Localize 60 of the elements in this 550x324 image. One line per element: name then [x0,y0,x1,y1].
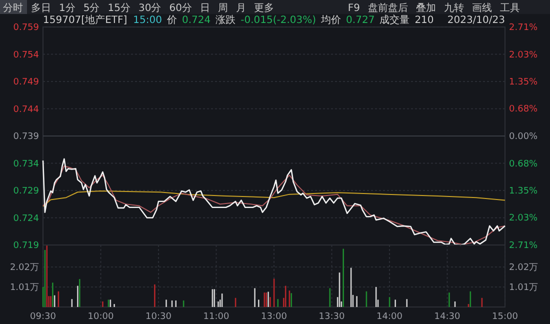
text: 0.724 [182,15,211,26]
x-tick-label: 13:30 [318,312,345,322]
text: 日 [200,3,210,14]
chart-title: 159707[地产ETF] [43,14,128,26]
y2-tick-label: 0.68% [509,104,538,115]
y-tick-label: 0.734 [13,159,40,170]
y2-tick-label: 0.00% [509,132,538,142]
text: 15:00 [133,15,162,26]
x-tick-label: 10:30 [146,312,172,322]
x-tick-label: 15:00 [492,312,518,322]
text: 画线 [472,2,492,14]
y2-tick-label: 2.71% [509,23,538,33]
text: 周 [218,3,228,14]
y-tick-label: 0.754 [13,50,40,60]
text: 叠加 [416,2,436,14]
text: 210 [414,15,434,26]
y2-tick-label: 2.03% [509,214,538,224]
y-tick-label: 2.02万 [10,262,39,273]
text: -0.015(-2.03%) [240,15,316,26]
text: F9 [348,3,360,14]
text: 价 [166,14,177,26]
text: 5分 [83,2,100,14]
y-tick-label: 0.724 [13,214,40,224]
x-tick-label: 11:00 [203,312,230,322]
x-tick-label: 10:00 [88,312,114,322]
x-tick-label: 13:00 [261,312,288,322]
text: 月 [236,3,246,14]
y-tick-label: 0.744 [13,104,40,115]
text: 成交量 [380,14,410,26]
text: 盘前盘后 [368,2,408,14]
line-series [42,190,506,207]
text: 60分 [169,2,192,14]
text: 工具 [500,3,520,14]
y2-tick-label: 2.71% [509,241,538,251]
x-tick-label: 14:30 [434,312,460,322]
text: 2023/10/23 [447,15,505,26]
x-tick-label: 14:00 [376,312,403,322]
text: 多日 [31,2,51,14]
y2-tick-label: 1.01万 [509,282,538,293]
text: 15分 [108,2,130,14]
y-tick-label: 0.729 [13,186,40,196]
y2-tick-label: 2.03% [509,50,538,60]
x-tick-label: 09:30 [30,312,56,322]
y-tick-label: 0.739 [13,132,40,142]
text: 九转 [444,2,464,14]
text: 更多 [254,2,274,14]
text: 30分 [138,2,162,14]
y2-tick-label: 1.35% [509,186,538,196]
text: 涨跌 [216,14,236,26]
y2-tick-label: 2.02万 [509,262,538,273]
y-tick-label: 0.759 [13,23,40,33]
text: 分时 [3,2,23,14]
y-tick-label: 0.719 [13,241,40,251]
y-tick-label: 0.749 [13,78,40,88]
y2-tick-label: 1.35% [509,78,538,88]
y2-tick-label: 0.68% [509,159,538,170]
text: 1分 [59,2,76,14]
text: 均价 [320,14,342,26]
y-tick-label: 1.01万 [10,282,39,293]
text: 0.727 [346,15,375,26]
